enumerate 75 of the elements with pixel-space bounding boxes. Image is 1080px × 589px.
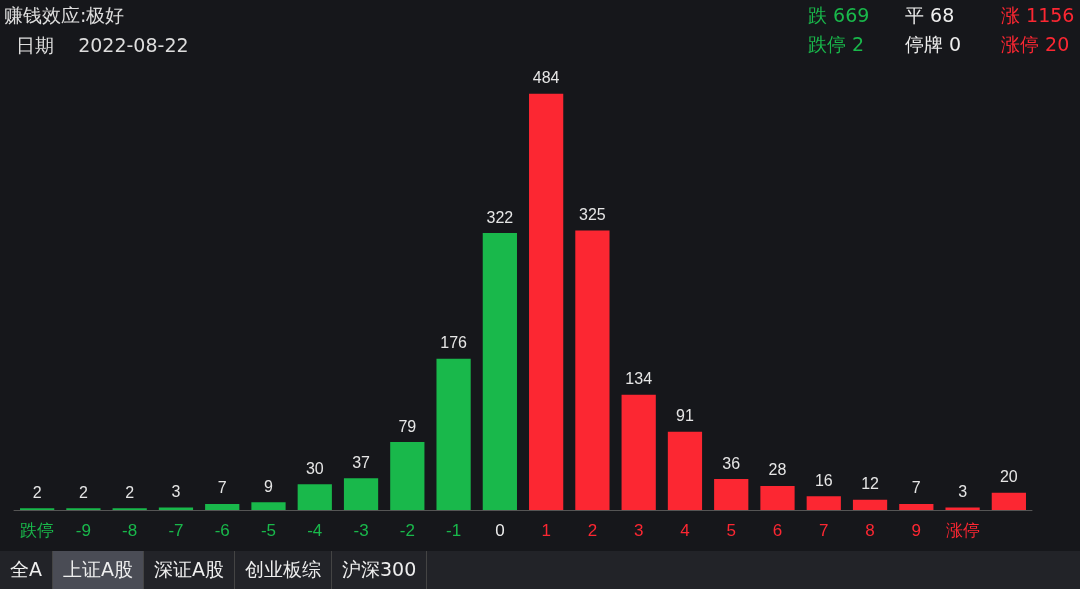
x-tick-label: 1	[541, 521, 551, 540]
bar	[621, 394, 656, 510]
data-label: 28	[768, 461, 787, 479]
text: 停牌 0	[905, 32, 962, 57]
data-label: 484	[532, 69, 560, 87]
data-label: 134	[625, 370, 653, 388]
data-label: 325	[579, 206, 606, 223]
x-tick-label: 5	[726, 521, 736, 540]
x-tick-label: 9	[911, 521, 922, 540]
x-tick-label: -2	[399, 521, 415, 540]
x-tick-label: -5	[260, 521, 277, 540]
text: 涨 1156	[1001, 3, 1075, 28]
data-label: 2	[78, 483, 88, 501]
x-tick-label: 跌停	[20, 521, 55, 540]
data-label: 12	[861, 475, 880, 493]
bar	[714, 479, 749, 510]
text: 沪深300	[332, 551, 428, 589]
x-tick-label: -1	[446, 521, 462, 540]
x-tick-label: -9	[75, 521, 91, 540]
data-label: 79	[398, 417, 417, 435]
bar	[667, 431, 703, 510]
bar	[205, 503, 240, 510]
data-label: 30	[305, 459, 324, 477]
x-tick-label: -4	[307, 521, 323, 540]
data-label: 2	[32, 483, 42, 501]
data-label: 3	[171, 482, 181, 500]
x-tick-label: 0	[495, 521, 505, 540]
x-tick-label: 6	[772, 521, 783, 540]
text: 平 68	[905, 3, 955, 28]
bar	[436, 358, 471, 510]
x-tick-label: 涨停	[945, 521, 980, 540]
x-tick-label: -6	[214, 521, 230, 540]
data-label: 36	[722, 454, 741, 472]
bar	[297, 484, 332, 510]
data-label: 91	[676, 407, 694, 425]
text: 创业板综	[235, 551, 332, 589]
x-tick-label: 3	[633, 521, 644, 540]
text: 跌 669	[808, 3, 870, 28]
data-label: 3	[958, 482, 968, 500]
bar	[852, 499, 888, 510]
data-label: 7	[217, 479, 227, 497]
bar	[251, 502, 286, 510]
data-label: 2	[125, 483, 135, 501]
data-label: 37	[352, 453, 371, 471]
x-tick-label: 2	[587, 521, 598, 540]
x-tick-label: -3	[353, 521, 369, 540]
x-tick-label: 7	[819, 521, 829, 540]
x-tick-label: 4	[680, 521, 690, 540]
data-label: 322	[486, 208, 514, 226]
chart-subtitle: 日期 2022-08-22	[16, 33, 189, 58]
bar	[806, 496, 841, 510]
bar	[575, 230, 610, 510]
bar	[760, 485, 795, 510]
bar	[390, 442, 425, 510]
data-label: 20	[999, 468, 1018, 486]
chart-title: 赚钱效应:极好	[4, 3, 125, 28]
text: 跌停 2	[808, 32, 865, 57]
bar	[529, 93, 564, 510]
data-label: 16	[814, 471, 833, 489]
bar	[945, 507, 980, 510]
bar	[343, 478, 379, 510]
x-tick-label: -8	[122, 521, 138, 540]
data-label: 9	[264, 477, 274, 495]
text: 深证A股	[144, 551, 235, 589]
data-label: 176	[440, 334, 468, 352]
bar	[158, 507, 194, 510]
data-label: 7	[911, 479, 921, 497]
text: 涨停 20	[1001, 32, 1070, 57]
bar	[899, 503, 934, 510]
bar	[482, 233, 517, 510]
x-tick-label: 8	[865, 521, 875, 540]
bar	[991, 492, 1026, 510]
text: 全A	[0, 551, 53, 589]
text: 上证A股	[53, 551, 144, 589]
x-tick-label: -7	[168, 521, 184, 540]
